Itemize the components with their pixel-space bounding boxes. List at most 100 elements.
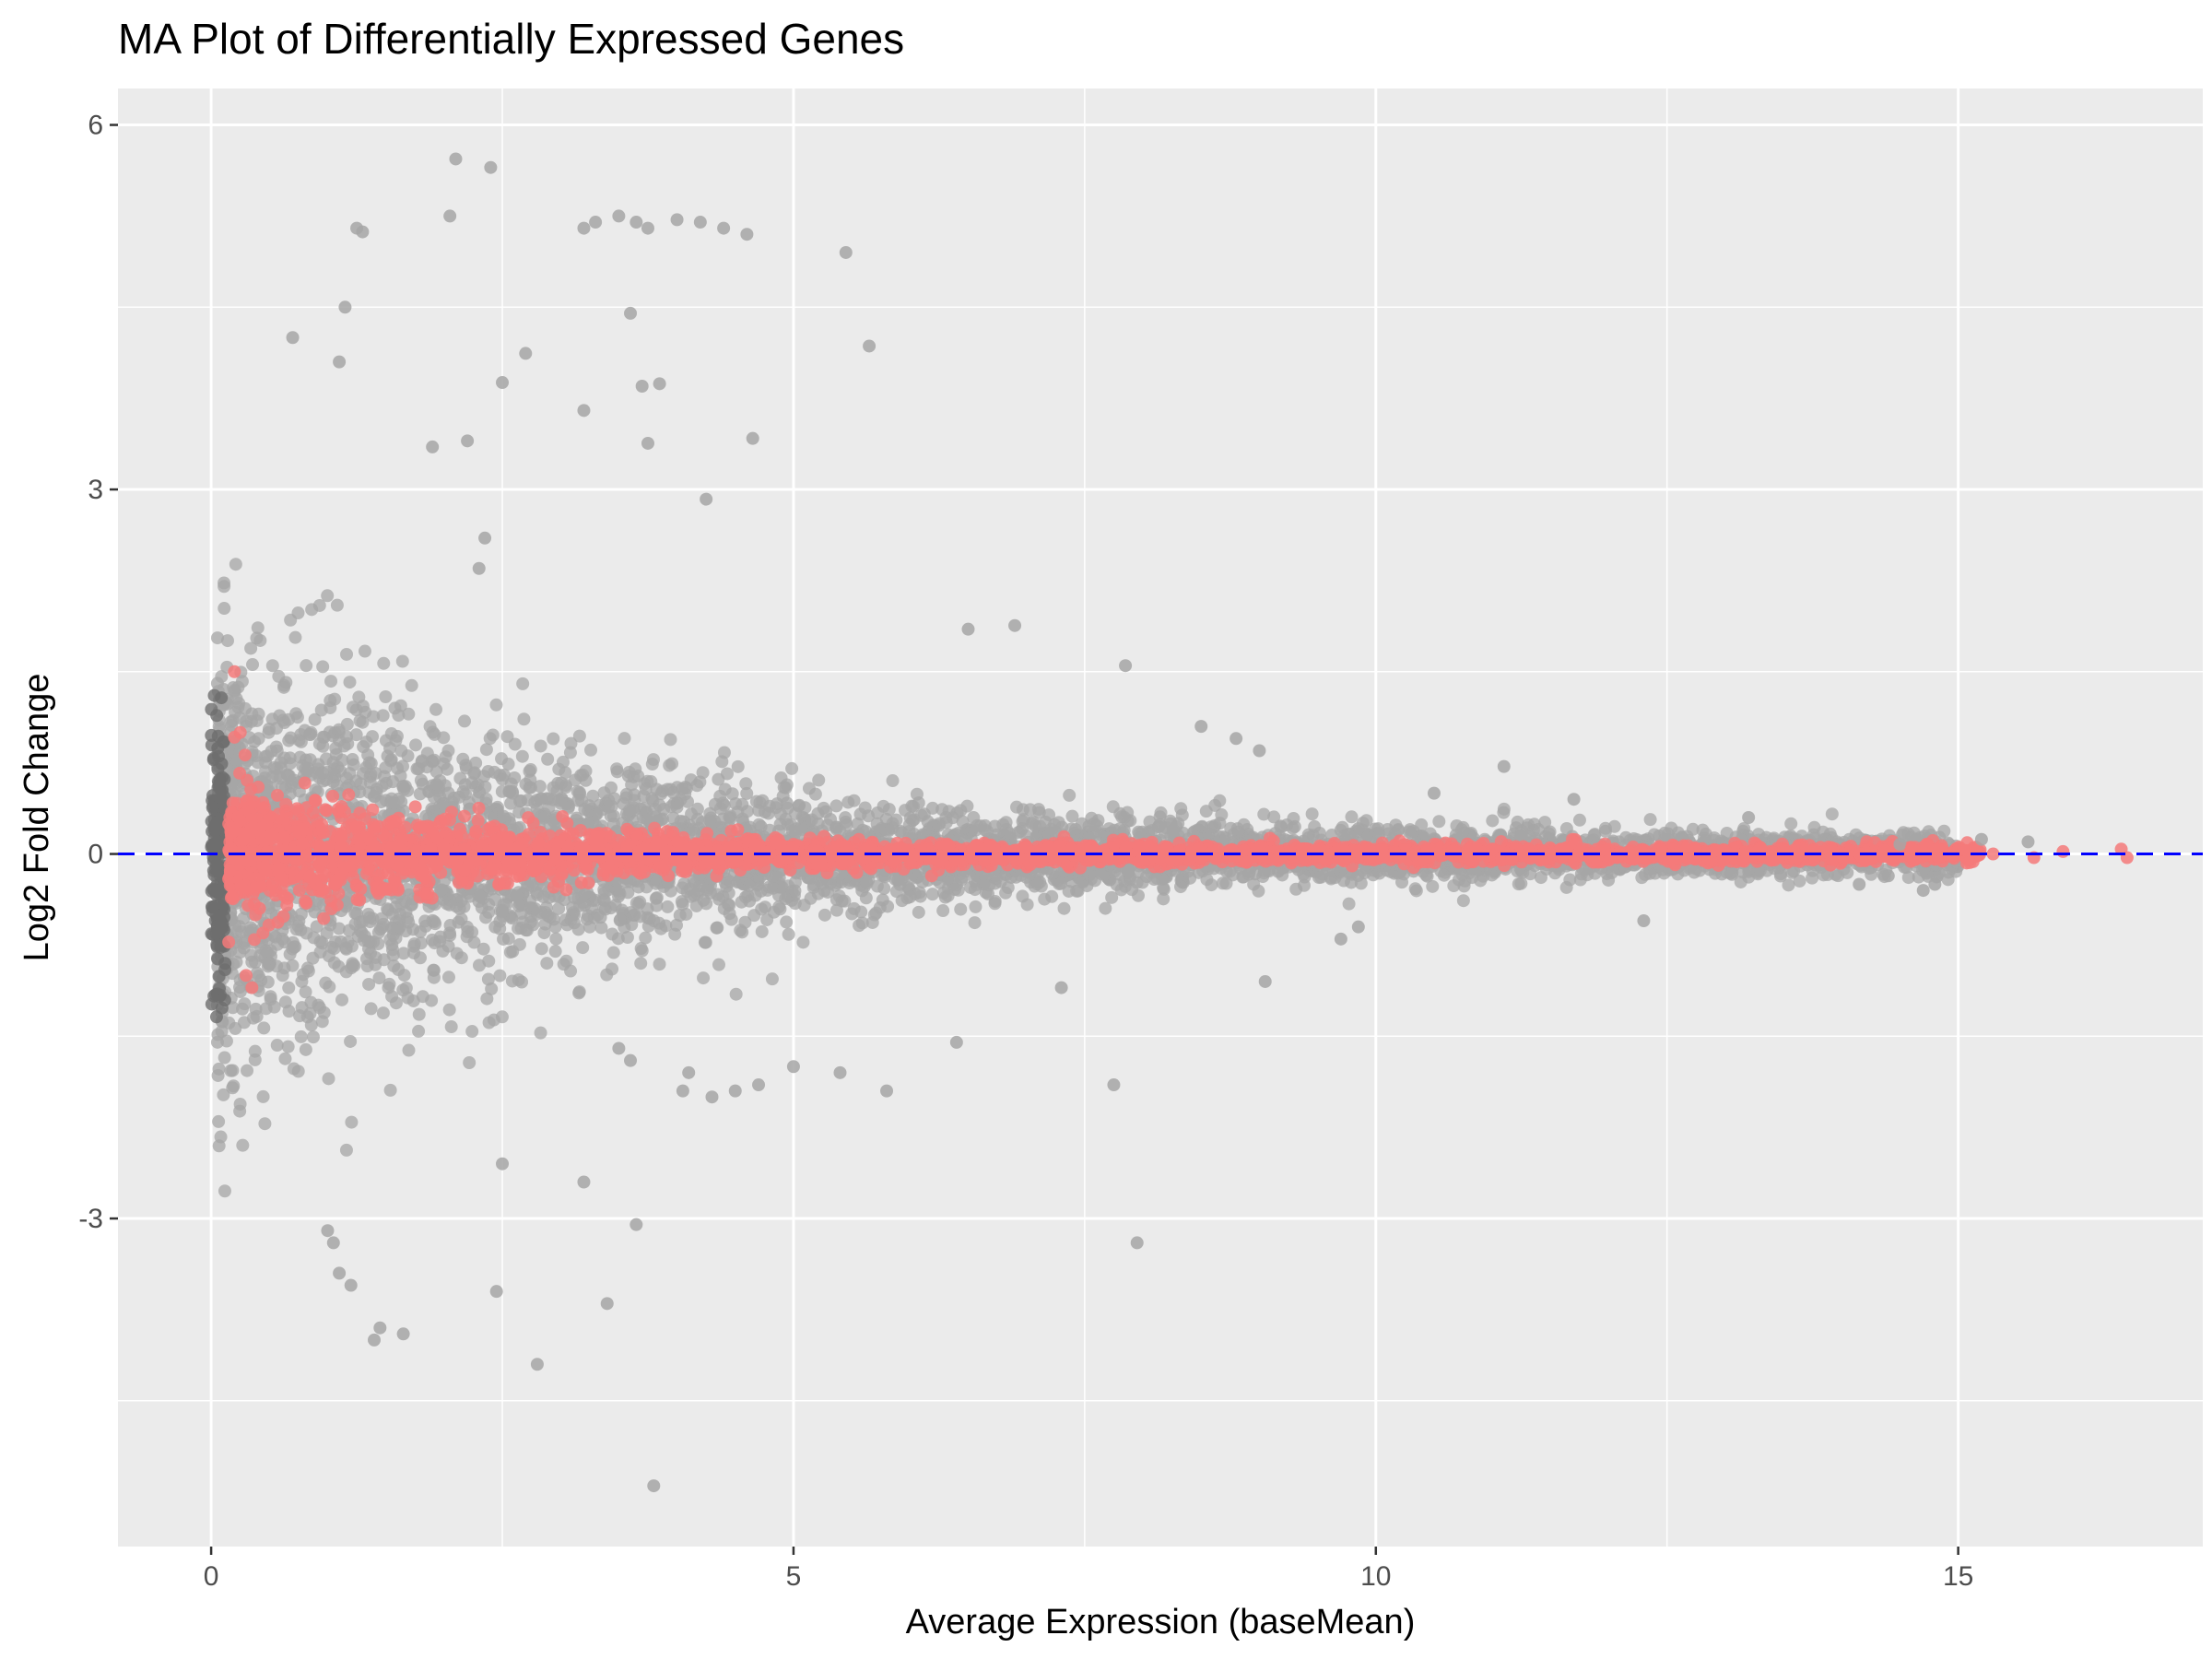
point-not-significant: [405, 678, 418, 692]
point-not-significant: [379, 690, 393, 704]
point-not-significant: [413, 787, 427, 801]
point-not-significant: [453, 771, 467, 785]
point-not-significant: [467, 767, 481, 781]
point-not-significant: [428, 936, 441, 950]
point-not-significant: [279, 676, 293, 689]
point-not-significant: [1725, 867, 1739, 881]
point-not-significant: [738, 915, 752, 929]
point-not-significant: [236, 1138, 250, 1152]
point-not-significant: [479, 792, 493, 806]
point-not-significant: [1665, 821, 1678, 835]
point-not-significant: [372, 971, 386, 985]
point-not-significant: [429, 702, 442, 716]
point-not-significant: [891, 874, 905, 888]
point-not-significant: [412, 1007, 426, 1021]
point-not-significant: [1354, 877, 1368, 890]
point-not-significant: [1737, 821, 1751, 835]
point-not-significant: [696, 766, 710, 780]
point-not-significant: [740, 786, 754, 800]
point-not-significant: [265, 659, 279, 673]
point-not-significant: [1420, 869, 1434, 883]
point-not-significant: [615, 903, 629, 917]
point-not-significant: [594, 921, 608, 935]
point-not-significant: [785, 761, 799, 775]
point-not-significant: [282, 769, 296, 782]
point-not-significant: [1391, 823, 1405, 837]
point-not-significant: [802, 782, 816, 795]
chart-title: MA Plot of Differentially Expressed Gene…: [118, 15, 904, 63]
point-not-significant: [310, 898, 324, 912]
point-not-significant: [598, 902, 612, 916]
point-not-significant: [611, 932, 625, 946]
point-not-significant: [519, 777, 533, 791]
point-not-significant: [915, 875, 929, 888]
point-not-significant: [748, 888, 762, 902]
point-not-significant: [500, 730, 514, 744]
point-not-significant: [282, 1005, 296, 1018]
point-not-significant: [1486, 814, 1500, 828]
point-not-significant: [876, 893, 889, 907]
point-not-significant: [218, 1184, 231, 1198]
point-not-significant: [391, 761, 405, 775]
point-not-significant: [1010, 800, 1024, 814]
point-not-significant: [291, 606, 305, 620]
point-not-significant: [1782, 878, 1795, 892]
point-not-significant: [1159, 821, 1173, 835]
point-not-significant: [1157, 892, 1171, 906]
point-not-significant: [220, 634, 234, 648]
point-not-significant: [534, 1026, 547, 1040]
point-not-significant: [360, 959, 374, 973]
point-not-significant: [735, 925, 749, 939]
point-not-significant: [572, 986, 586, 1000]
point-not-significant: [246, 658, 260, 672]
point-not-significant: [383, 933, 397, 947]
point-not-significant: [547, 732, 560, 746]
point-not-significant: [489, 698, 503, 712]
point-not-significant: [321, 589, 335, 603]
point-not-significant: [493, 769, 507, 782]
point-not-significant: [1447, 879, 1461, 893]
point-not-significant: [1563, 873, 1577, 887]
point-not-significant: [315, 1015, 329, 1029]
point-not-significant: [1063, 788, 1077, 802]
point-not-significant: [395, 654, 409, 668]
point-not-significant: [717, 746, 731, 759]
point-not-significant: [342, 924, 356, 937]
point-not-significant: [1784, 817, 1798, 830]
point-not-significant: [780, 778, 794, 792]
point-not-significant: [469, 756, 483, 770]
point-not-significant: [497, 932, 511, 946]
point-not-significant: [362, 785, 376, 799]
point-not-significant: [1345, 876, 1359, 889]
point-not-significant: [712, 958, 725, 971]
point-not-significant: [755, 902, 769, 916]
point-not-significant: [327, 956, 341, 970]
point-not-significant: [779, 892, 793, 906]
point-not-significant: [340, 647, 354, 661]
point-not-significant: [912, 886, 926, 900]
point-not-significant: [377, 656, 391, 670]
point-not-significant: [750, 869, 764, 883]
point-not-significant: [374, 912, 388, 925]
point-not-significant: [1485, 868, 1499, 882]
point-not-significant: [233, 711, 247, 724]
point-not-significant: [218, 602, 231, 616]
point-not-significant: [1298, 870, 1312, 884]
point-not-significant: [392, 709, 406, 723]
point-not-significant: [780, 915, 794, 929]
point-not-significant: [345, 1115, 359, 1129]
point-not-significant: [584, 743, 598, 757]
point-not-significant: [452, 915, 465, 929]
point-not-significant: [870, 879, 884, 893]
point-not-significant: [409, 738, 423, 752]
point-not-significant: [690, 802, 704, 816]
point-not-significant: [211, 1068, 225, 1082]
point-not-significant: [548, 945, 562, 959]
point-not-significant: [229, 746, 242, 759]
point-not-significant: [969, 900, 982, 913]
point-not-significant: [341, 935, 355, 949]
point-not-significant: [233, 984, 247, 998]
point-not-significant: [357, 740, 371, 754]
point-not-significant: [798, 801, 812, 815]
point-not-significant: [379, 734, 393, 747]
